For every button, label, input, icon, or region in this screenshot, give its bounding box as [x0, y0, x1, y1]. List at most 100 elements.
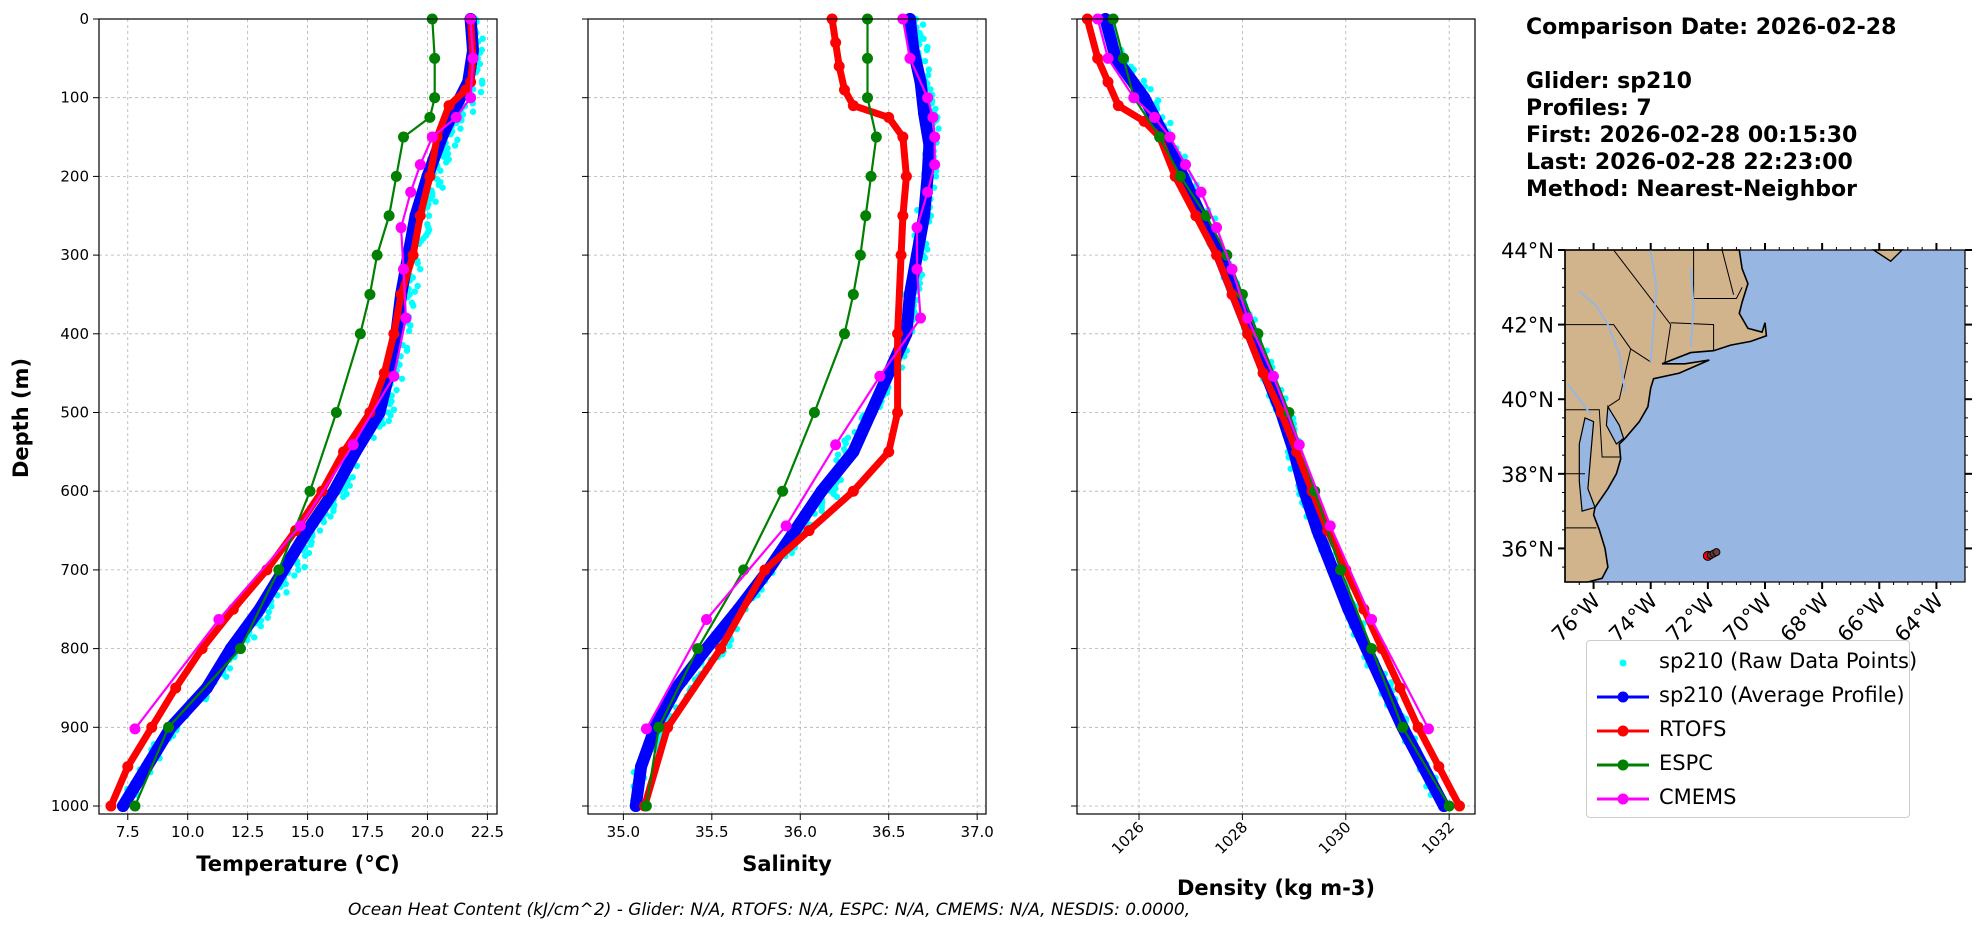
map-border-6 [1565, 409, 1621, 458]
map-border-0 [1613, 249, 1672, 362]
raw-point-sp210-raw-data-points- [924, 72, 932, 79]
series-point-cmems [904, 52, 916, 64]
series-point-sp210-average-profile- [629, 800, 642, 812]
series-group-3 [1081, 13, 1465, 812]
raw-point-sp210-raw-data-points- [223, 673, 230, 680]
series-point-rtofs [1092, 52, 1104, 64]
series-point-rtofs [1112, 100, 1124, 112]
series-point-espc [838, 328, 850, 340]
x-tick-label-4: 17.5 [351, 823, 384, 841]
series-point-rtofs [847, 100, 859, 112]
x-tick-label-3: 15.0 [291, 823, 324, 841]
series-point-cmems [395, 222, 407, 234]
series-point-rtofs [892, 328, 904, 340]
raw-point-sp210-raw-data-points- [834, 451, 842, 458]
raw-point-sp210-raw-data-points- [390, 406, 398, 413]
x-tick-label-2: 12.5 [231, 823, 264, 841]
series-point-rtofs [1242, 328, 1254, 340]
series-point-cmems [400, 312, 412, 324]
series-point-cmems [347, 439, 359, 451]
series-point-rtofs [388, 328, 400, 340]
x-tick-label-0: 7.5 [116, 823, 140, 841]
map-border-3 [1721, 249, 1735, 295]
series-point-rtofs [122, 761, 134, 773]
series-point-cmems [922, 186, 934, 198]
series-point-sp210-average-profile- [1109, 52, 1122, 65]
raw-point-sp210-raw-data-points- [935, 125, 942, 132]
raw-point-sp210-raw-data-points- [417, 265, 424, 273]
x-tick-label-2: 1030 [1315, 818, 1355, 858]
legend-marker-cmems [1597, 793, 1649, 805]
info-block: Comparison Date: 2026-02-28 Glider: sp21… [1526, 14, 1896, 203]
series-point-espc [390, 170, 402, 182]
series-point-rtofs [1412, 721, 1424, 733]
series-point-sp210-average-profile- [1342, 603, 1355, 616]
series-point-sp210-average-profile- [116, 800, 129, 812]
raw-point-sp210-raw-data-points- [301, 563, 308, 571]
series-point-espc [234, 643, 246, 655]
series-point-espc [1443, 800, 1455, 812]
method: Method: Nearest-Neighbor [1526, 177, 1857, 202]
series-point-sp210-average-profile- [327, 485, 340, 498]
series-point-cmems [1226, 263, 1238, 275]
series-point-cmems [294, 520, 306, 532]
series-point-sp210-average-profile- [900, 327, 913, 340]
raw-point-sp210-raw-data-points- [330, 507, 337, 515]
raw-point-sp210-raw-data-points- [410, 302, 417, 309]
raw-point-sp210-raw-data-points- [932, 173, 940, 180]
series-point-espc [364, 288, 376, 300]
series-point-espc [1335, 564, 1347, 576]
map-lat-label-4: 36°N [1501, 537, 1554, 561]
series-point-cmems [1293, 439, 1305, 451]
legend-entry-raw: sp210 (Raw Data Points) [1587, 645, 1917, 679]
panel-frame-2 [587, 18, 987, 815]
series-point-rtofs [227, 603, 239, 615]
series-point-rtofs [378, 367, 390, 379]
map-land [1564, 249, 1768, 583]
y-tick-label-8: 800 [60, 640, 89, 658]
raw-point-sp210-raw-data-points- [340, 493, 347, 501]
series-point-rtofs [900, 170, 912, 182]
legend-label-average: sp210 (Average Profile) [1659, 683, 1905, 707]
map-border-5 [1630, 348, 1651, 363]
series-point-rtofs [1394, 682, 1406, 694]
series-point-espc [861, 92, 873, 104]
series-point-rtofs [414, 210, 426, 222]
series-point-espc [870, 131, 882, 143]
raw-point-sp210-raw-data-points- [411, 288, 418, 295]
series-point-cmems [1180, 159, 1192, 171]
series-group-1 [105, 13, 486, 812]
raw-point-sp210-raw-data-points- [407, 322, 414, 329]
series-point-cmems [915, 312, 927, 324]
first-time: First: 2026-02-28 00:15:30 [1526, 123, 1858, 148]
map-river-0 [1649, 249, 1658, 362]
raw-point-sp210-raw-data-points- [476, 60, 484, 68]
legend-entry-rtofs: RTOFS [1587, 713, 1909, 747]
series-point-rtofs [715, 643, 727, 655]
raw-point-sp210-raw-data-points- [414, 282, 421, 290]
series-point-espc [1154, 131, 1166, 143]
series-point-rtofs [1453, 800, 1465, 812]
legend-label-raw: sp210 (Raw Data Points) [1659, 649, 1918, 673]
raw-point-sp210-raw-data-points- [294, 566, 302, 574]
series-point-espc [865, 170, 877, 182]
series-point-espc [808, 407, 820, 418]
y-tick-label-0: 0 [79, 10, 89, 28]
raw-point-sp210-raw-data-points- [294, 561, 301, 568]
raw-point-sp210-raw-data-points- [921, 57, 929, 65]
panel-frame-1 [98, 18, 498, 815]
raw-point-sp210-raw-data-points- [349, 473, 356, 481]
series-point-cmems [426, 131, 438, 143]
series-point-espc [860, 210, 872, 222]
series-point-cmems [129, 723, 141, 735]
legend-label-rtofs: RTOFS [1659, 717, 1727, 741]
raw-point-sp210-raw-data-points- [291, 572, 298, 579]
raw-point-sp210-raw-data-points- [226, 665, 234, 672]
series-point-rtofs [1257, 367, 1269, 379]
raw-point-sp210-raw-data-points- [924, 246, 931, 253]
series-point-cmems [213, 613, 225, 625]
series-point-rtofs [847, 485, 859, 497]
y-tick-label-6: 600 [60, 482, 89, 500]
series-point-rtofs [838, 84, 850, 96]
series-line-sp210-average-profile- [629, 13, 936, 812]
